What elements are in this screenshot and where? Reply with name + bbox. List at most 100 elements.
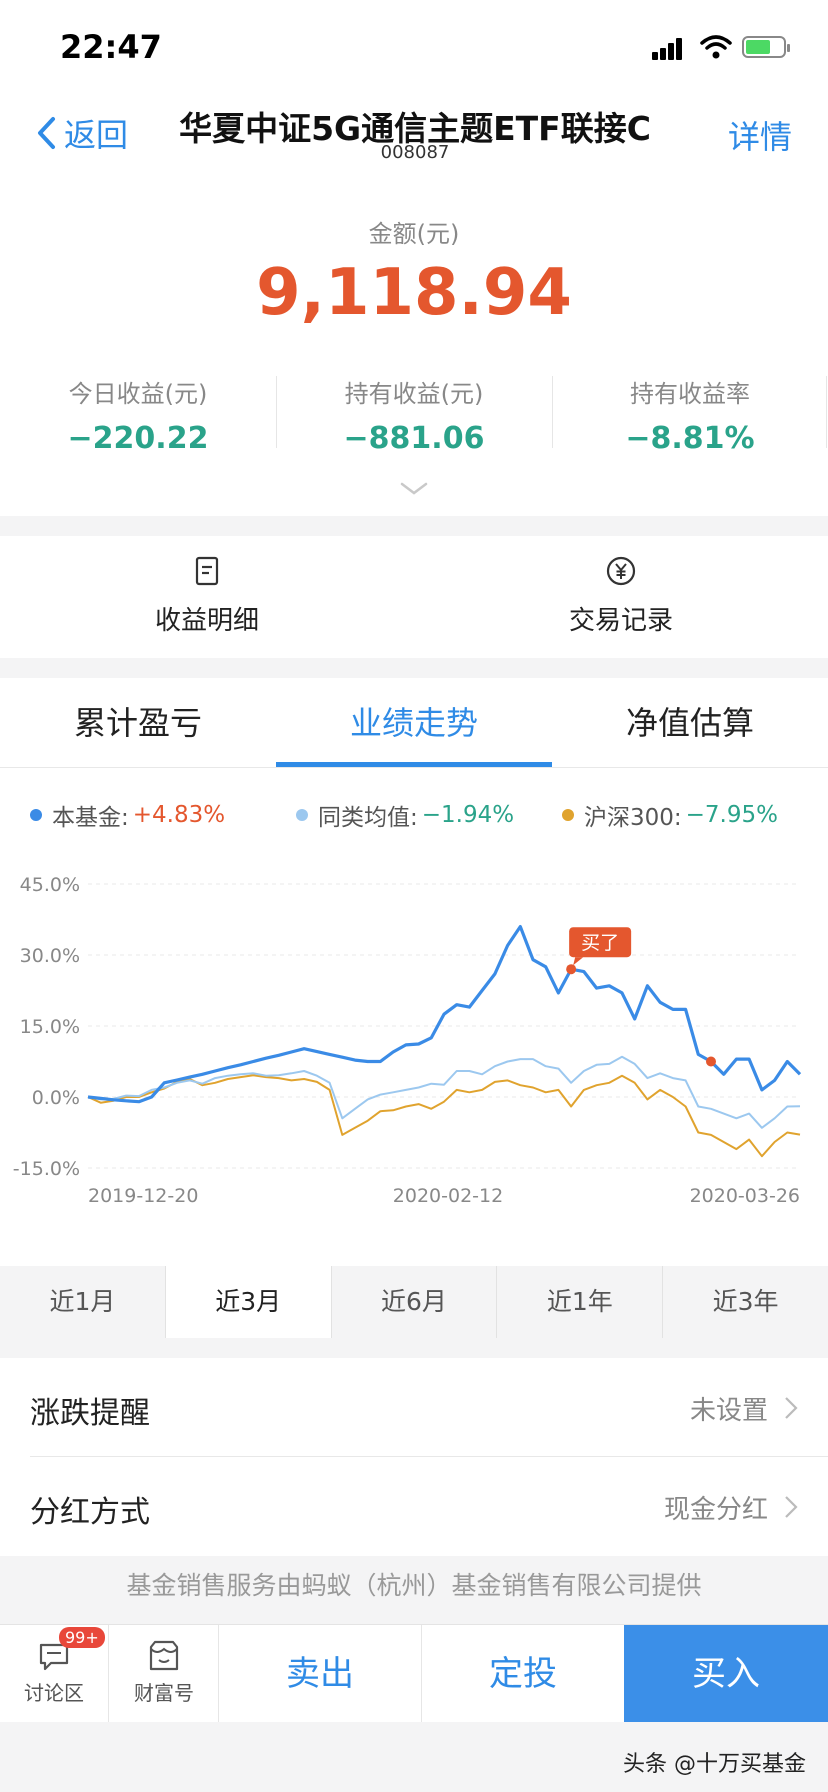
stat-label: 持有收益(元) xyxy=(344,380,484,408)
tab-performance[interactable]: 业绩走势 xyxy=(349,704,478,742)
nav-header: 返回 华夏中证5G通信主题ETF联接C 008087 详情 xyxy=(0,96,828,176)
status-bar: 22:47 xyxy=(0,0,828,96)
legend-value: −1.94% xyxy=(421,802,515,828)
stat-holding-profit: 持有收益(元) −881.06 xyxy=(276,374,552,456)
buy-button[interactable]: 买入 xyxy=(624,1625,828,1723)
divider xyxy=(826,376,827,448)
stat-value: −220.22 xyxy=(67,421,209,456)
y-tick-label: 30.0% xyxy=(20,945,80,967)
tab-nav-estimate[interactable]: 净值估算 xyxy=(625,704,754,742)
trade-record-button[interactable]: 交易记录 xyxy=(414,556,828,637)
x-tick-label: 2020-02-12 xyxy=(393,1185,503,1207)
wifi-icon xyxy=(700,35,732,59)
buy-annotation-label: 买了 xyxy=(581,932,619,954)
battery-icon xyxy=(742,36,790,58)
dividend-method-row[interactable]: 分红方式 现金分红 xyxy=(30,1457,828,1556)
bottom-action-bar: 99+ 讨论区 财富号 卖出 定投 买入 xyxy=(0,1624,828,1723)
amount-label: 金额(元) xyxy=(368,220,460,248)
fund-title: 华夏中证5G通信主题ETF联接C xyxy=(179,109,651,148)
legend-name: 沪深300: xyxy=(584,805,682,831)
legend-value: −7.95% xyxy=(685,802,778,828)
price-alert-row[interactable]: 涨跌提醒 未设置 xyxy=(30,1358,828,1457)
sales-service-note: 基金销售服务由蚂蚁（杭州）基金销售有限公司提供 xyxy=(126,1571,702,1600)
y-tick-label: -15.0% xyxy=(13,1158,80,1180)
income-detail-button[interactable]: 收益明细 xyxy=(0,556,414,637)
performance-chart-panel: 本基金: +4.83% 同类均值: −1.94% 沪深300: −7.95% 4… xyxy=(0,768,828,1266)
expand-chevron-icon[interactable] xyxy=(400,482,428,496)
legend-fund: 本基金: +4.83% xyxy=(30,798,225,832)
divider xyxy=(276,376,277,448)
trade-marker-dot xyxy=(706,1056,716,1067)
setting-label: 分红方式 xyxy=(30,1495,150,1530)
document-icon xyxy=(195,556,219,586)
holding-summary: 金额(元) 9,118.94 今日收益(元) −220.22 持有收益(元) −… xyxy=(0,176,828,516)
signal-icon xyxy=(652,36,686,60)
divider xyxy=(108,1625,109,1723)
legend-peer-average: 同类均值: −1.94% xyxy=(296,798,514,832)
range-3m[interactable]: 近3月 xyxy=(165,1266,332,1338)
quick-actions: 收益明细 交易记录 xyxy=(0,536,828,658)
range-1m[interactable]: 近1月 xyxy=(0,1266,166,1338)
performance-line-chart[interactable]: 45.0% 30.0% 15.0% 0.0% -15.0% 2019-12-20 2020-… xyxy=(0,848,828,1258)
stat-value: −881.06 xyxy=(343,421,485,456)
divider xyxy=(218,1625,219,1723)
legend-dot xyxy=(562,809,574,821)
sell-button[interactable]: 卖出 xyxy=(286,1654,354,1694)
detail-button[interactable]: 详情 xyxy=(727,118,792,156)
watermark: 头条 @十万买基金 xyxy=(623,1752,806,1777)
legend-name: 本基金: xyxy=(52,805,129,831)
legend-value: +4.83% xyxy=(132,802,226,828)
footer-strip xyxy=(0,1722,828,1792)
back-button[interactable]: 返回 xyxy=(36,110,128,156)
y-tick-label: 15.0% xyxy=(20,1016,80,1038)
unread-badge: 99+ xyxy=(59,1627,105,1648)
action-label: 交易记录 xyxy=(568,606,673,636)
stat-label: 持有收益率 xyxy=(630,380,750,408)
setting-value: 未设置 xyxy=(689,1396,768,1426)
chevron-left-icon xyxy=(38,117,55,149)
wealth-account-button[interactable]: 财富号 xyxy=(110,1625,218,1723)
auto-invest-button[interactable]: 定投 xyxy=(489,1654,557,1694)
legend-name: 同类均值: xyxy=(318,805,418,831)
active-tab-indicator xyxy=(276,762,552,767)
setting-value: 现金分红 xyxy=(663,1495,768,1525)
legend-dot xyxy=(30,809,42,821)
yen-circle-icon xyxy=(606,556,636,586)
divider xyxy=(421,1625,422,1723)
stat-today-profit: 今日收益(元) −220.22 xyxy=(0,374,276,456)
divider xyxy=(552,376,553,448)
buy-annotation-bubble xyxy=(569,927,632,958)
range-selector: 近1月 近3月 近6月 近1年 近3年 xyxy=(0,1266,828,1338)
range-1y[interactable]: 近1年 xyxy=(497,1266,664,1338)
x-tick-label: 2019-12-20 xyxy=(88,1185,198,1207)
stat-label: 今日收益(元) xyxy=(68,380,208,408)
chevron-right-icon xyxy=(785,1496,798,1518)
chart-tabs: 累计盈亏 业绩走势 净值估算 xyxy=(0,678,828,768)
series-line-fund xyxy=(87,925,802,1104)
series-line-csi300 xyxy=(87,1074,801,1158)
fund-code: 008087 xyxy=(380,142,450,163)
y-tick-label: 45.0% xyxy=(20,874,80,896)
back-label: 返回 xyxy=(64,116,129,154)
buy-annotation-pointer xyxy=(573,957,584,966)
amount-value: 9,118.94 xyxy=(256,256,572,330)
legend-dot xyxy=(296,809,308,821)
status-time: 22:47 xyxy=(60,28,162,66)
chevron-right-icon xyxy=(785,1397,798,1419)
settings-list: 涨跌提醒 未设置 分红方式 现金分红 xyxy=(0,1358,828,1556)
wealth-label: 财富号 xyxy=(134,1681,194,1705)
range-6m[interactable]: 近6月 xyxy=(332,1266,498,1338)
y-tick-label: 0.0% xyxy=(32,1087,80,1109)
shop-icon xyxy=(147,1639,181,1673)
buy-marker-dot xyxy=(566,964,577,975)
discuss-label: 讨论区 xyxy=(24,1681,84,1705)
range-3y[interactable]: 近3年 xyxy=(712,1287,779,1316)
tab-cumulative-pl[interactable]: 累计盈亏 xyxy=(73,704,202,742)
setting-label: 涨跌提醒 xyxy=(30,1396,150,1431)
chat-icon: 99+ xyxy=(37,1627,105,1673)
stat-value: −8.81% xyxy=(625,421,755,456)
x-tick-label: 2020-03-26 xyxy=(690,1185,800,1207)
action-label: 收益明细 xyxy=(154,606,259,636)
discuss-button[interactable]: 99+ 讨论区 xyxy=(0,1625,108,1723)
